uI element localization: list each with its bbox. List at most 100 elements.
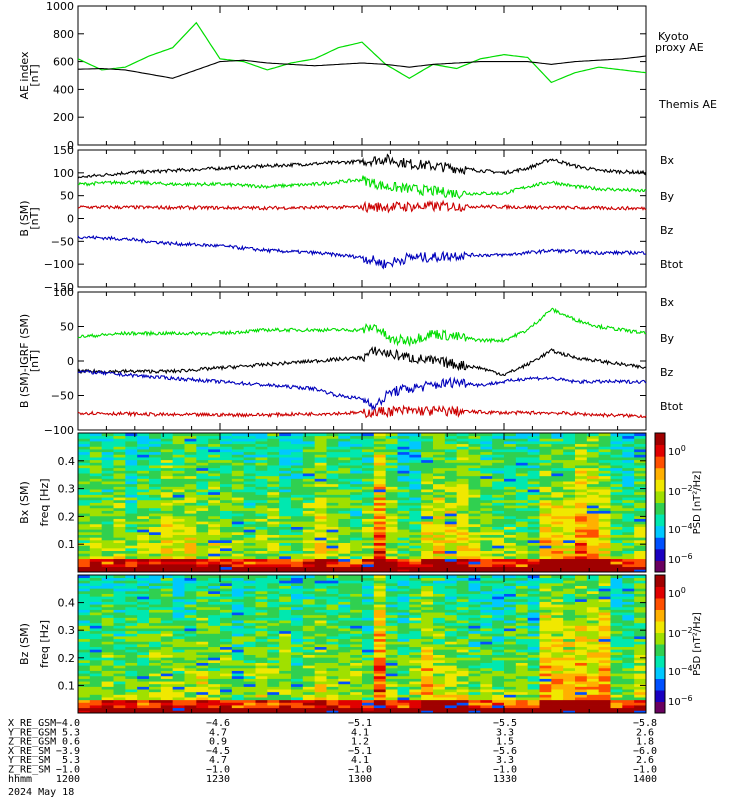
spectrogram-cell [433,521,446,525]
spectrogram-cell [160,609,174,613]
spectrogram-cell [196,457,209,461]
spectrogram-cell [421,585,434,589]
spectrogram-cell [208,518,221,522]
spectrogram-cell [125,575,138,579]
spectrogram-cell [456,467,469,471]
spectrogram-cell [184,459,197,463]
spectrogram-cell [326,491,339,495]
spectrogram-cell [480,566,493,570]
spectrogram-cell [527,537,540,541]
spectrogram-cell [409,497,422,501]
spectrogram-cell [373,449,387,453]
spectrogram-cell [409,590,422,594]
spectrogram-cell [314,494,327,498]
spectrogram-cell [527,510,540,514]
spectrogram-cell [326,510,339,514]
spectrogram-cell [78,694,91,698]
spectrogram-cell [504,638,517,642]
spectrogram-cell [89,710,103,714]
spectrogram-cell [586,563,600,568]
spectrogram-cell [373,662,387,666]
spectrogram-cell [231,654,245,658]
spectrogram-cell [551,649,564,653]
spectrogram-cell [586,569,600,573]
spectrogram-cell [220,542,233,546]
spectrogram-cell [113,681,126,685]
spectrogram-cell [172,638,185,642]
spectrogram-cell [586,438,600,442]
spectrogram-cell [231,491,245,495]
spectrogram-cell [350,710,363,714]
spectrogram-cell [456,483,469,487]
spectrogram-cell [89,561,103,565]
spectrogram-cell [539,502,552,506]
spectrogram-cell [575,507,588,511]
spectrogram-cell [515,542,529,546]
spectrogram-cell [444,593,458,597]
spectrogram-cell [539,438,552,442]
spectrogram-cell [622,561,635,565]
spectrogram-cell [373,563,387,568]
spectrogram-cell [480,598,493,602]
spectrogram-cell [125,636,138,640]
spectrogram-cell [160,596,174,600]
spectrogram-cell [598,486,611,490]
spectrogram-cell [101,454,114,458]
spectrogram-cell [89,457,103,461]
spectrogram-cell [409,697,422,701]
spectrogram-cell [208,433,221,437]
spectrogram-cell [220,505,233,509]
spectrogram-cell [527,569,540,573]
spectrogram-cell [208,491,221,495]
spectrogram-cell [515,499,529,503]
spectrogram-cell [137,633,150,637]
spectrogram-cell [397,675,410,679]
spectrogram-cell [160,705,174,709]
spectrogram-cell [113,555,126,560]
spectrogram-cell [125,590,138,594]
spectrogram-cell [504,481,517,485]
spectrogram-cell [137,433,150,437]
spectrogram-cell [409,494,422,498]
spectrogram-cell [196,537,209,541]
spectrogram-cell [598,526,611,530]
spectrogram-cell [468,489,481,493]
spectrogram-cell [302,705,316,709]
spectrogram-cell [78,547,91,552]
spectrogram-cell [89,585,103,589]
spectrogram-cell [291,710,304,714]
spectrogram-cell [362,566,375,570]
spectrogram-cell [575,641,588,645]
spectrogram-cell [539,665,552,669]
spectrogram-cell [468,577,481,581]
spectrogram-cell [350,563,363,568]
spectrogram-cell [610,518,623,522]
spectrogram-cell [302,596,316,600]
spectrogram-cell [172,575,185,579]
spectrogram-cell [137,539,150,543]
spectrogram-cell [563,435,576,439]
spectrogram-cell [421,521,434,525]
spectrogram-cell [598,539,611,543]
spectrogram-cell [515,646,529,650]
spectrogram-cell [598,545,611,549]
spectrogram-cell [575,710,588,714]
spectrogram-cell [492,665,505,669]
spectrogram-cell [89,691,103,695]
spectrogram-cell [113,486,126,490]
spectrogram-cell [409,699,422,703]
spectrogram-cell [492,659,505,663]
spectrogram-cell [125,523,138,527]
spectrogram-cell [184,654,197,658]
spectrogram-cell [314,686,327,690]
spectrogram-cell [113,641,126,645]
spectrogram-cell [563,438,576,442]
spectrogram-cell [279,550,292,554]
spectrogram-cell [267,633,280,637]
spectrogram-cell [622,550,635,554]
spectrogram-cell [527,489,540,493]
spectrogram-cell [196,622,209,626]
spectrogram-cell [362,641,375,645]
spectrogram-cell [208,683,221,687]
colorbar-label: PSD [nT²/Hz] [692,471,703,535]
